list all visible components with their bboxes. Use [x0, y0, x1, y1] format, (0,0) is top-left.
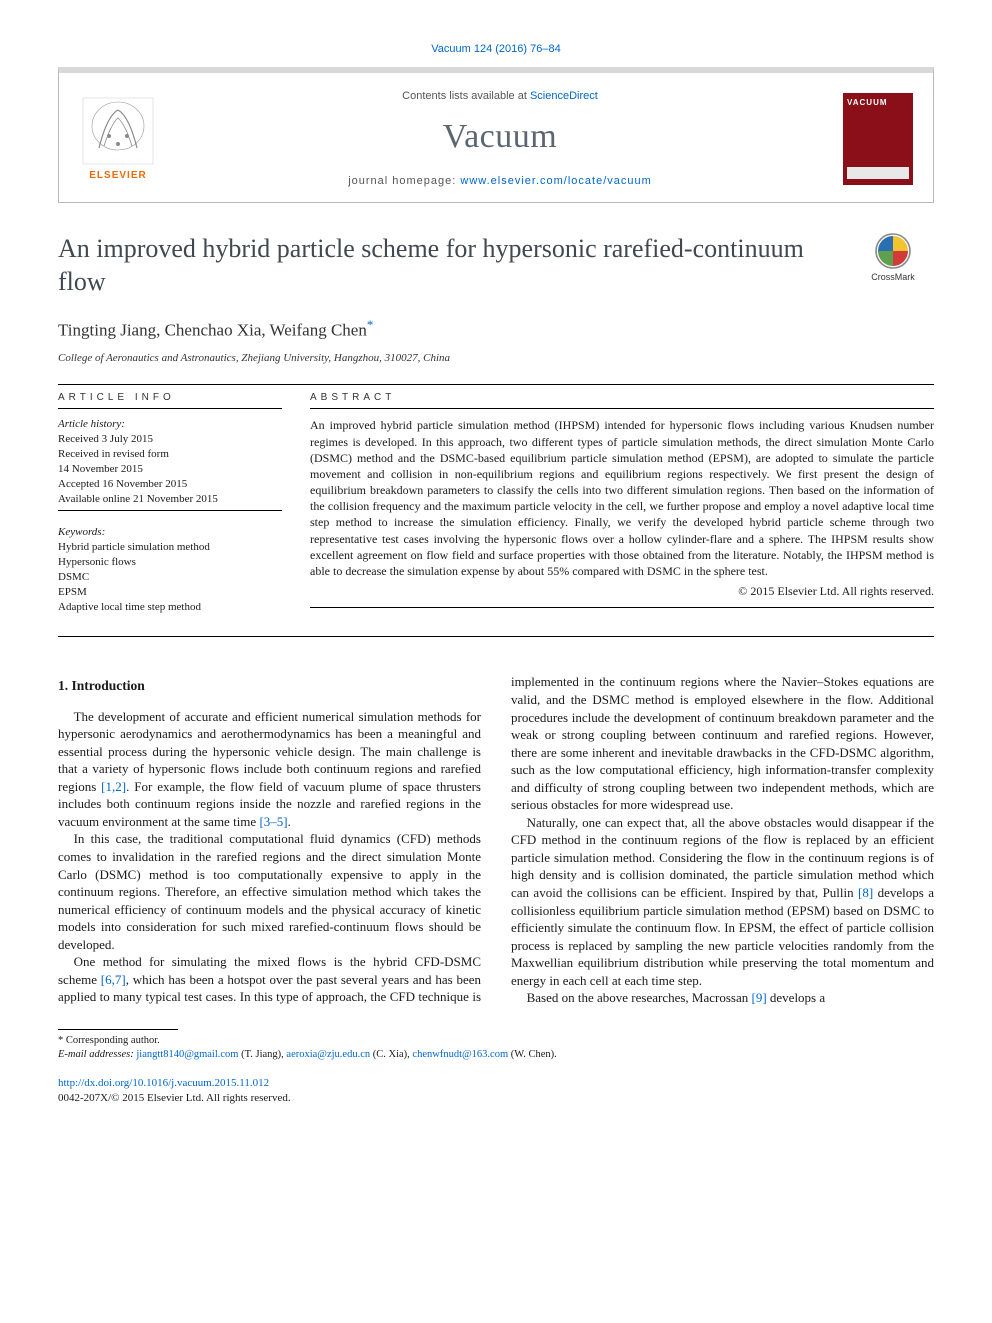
rights-line: 0042-207X/© 2015 Elsevier Ltd. All right…: [58, 1091, 934, 1106]
citation-link[interactable]: [6,7]: [101, 972, 126, 987]
top-divider: [58, 384, 934, 385]
elsevier-logo: ELSEVIER: [79, 96, 157, 182]
mid-divider: [58, 636, 934, 637]
citation-link[interactable]: [3–5]: [259, 814, 287, 829]
header-citation: Vacuum 124 (2016) 76–84: [58, 42, 934, 57]
abstract-copyright: © 2015 Elsevier Ltd. All rights reserved…: [310, 583, 934, 599]
journal-cover-thumbnail: VACUUM: [843, 93, 913, 185]
crossmark-icon: [875, 233, 911, 269]
body-paragraph: Based on the above researches, Macrossan…: [511, 989, 934, 1007]
sciencedirect-link[interactable]: ScienceDirect: [530, 90, 598, 102]
keywords-label: Keywords:: [58, 525, 282, 540]
history-label: Article history:: [58, 417, 282, 432]
abstract-label: ABSTRACT: [310, 391, 934, 405]
journal-homepage-line: journal homepage: www.elsevier.com/locat…: [157, 174, 843, 189]
journal-name: Vacuum: [157, 114, 843, 160]
author-email-link[interactable]: jiangtt8140@gmail.com: [136, 1049, 238, 1060]
section-heading: 1. Introduction: [58, 677, 481, 695]
footer-block: * Corresponding author. E-mail addresses…: [58, 1029, 934, 1106]
keyword: Adaptive local time step method: [58, 600, 282, 615]
history-online: Available online 21 November 2015: [58, 492, 282, 507]
crossmark-badge[interactable]: CrossMark: [852, 233, 934, 283]
citation-link[interactable]: [8]: [858, 885, 873, 900]
article-info-column: ARTICLE INFO Article history: Received 3…: [58, 391, 282, 617]
email-addresses: E-mail addresses: jiangtt8140@gmail.com …: [58, 1048, 934, 1062]
journal-header: ELSEVIER Contents lists available at Sci…: [58, 67, 934, 204]
authors-line: Tingting Jiang, Chenchao Xia, Weifang Ch…: [58, 316, 934, 343]
history-accepted: Accepted 16 November 2015: [58, 477, 282, 492]
history-revised-2: 14 November 2015: [58, 462, 282, 477]
author-email-link[interactable]: chenwfnudt@163.com: [412, 1049, 508, 1060]
keyword: DSMC: [58, 570, 282, 585]
citation-link[interactable]: [9]: [751, 990, 766, 1005]
history-revised-1: Received in revised form: [58, 447, 282, 462]
author-email-link[interactable]: aeroxia@zju.edu.cn: [286, 1049, 370, 1060]
body-paragraph: Naturally, one can expect that, all the …: [511, 814, 934, 989]
contents-available-line: Contents lists available at ScienceDirec…: [157, 89, 843, 104]
history-received: Received 3 July 2015: [58, 432, 282, 447]
abstract-text: An improved hybrid particle simulation m…: [310, 417, 934, 579]
affiliation: College of Aeronautics and Astronautics,…: [58, 351, 934, 366]
body-paragraph: The development of accurate and efficien…: [58, 708, 481, 831]
keyword: EPSM: [58, 585, 282, 600]
journal-homepage-link[interactable]: www.elsevier.com/locate/vacuum: [460, 175, 651, 187]
article-info-label: ARTICLE INFO: [58, 391, 282, 405]
article-body: 1. Introduction The development of accur…: [58, 673, 934, 1006]
citation-link[interactable]: [1,2]: [101, 779, 126, 794]
abstract-column: ABSTRACT An improved hybrid particle sim…: [310, 391, 934, 617]
doi-link[interactable]: http://dx.doi.org/10.1016/j.vacuum.2015.…: [58, 1077, 269, 1089]
crossmark-label: CrossMark: [871, 272, 915, 282]
keyword: Hypersonic flows: [58, 555, 282, 570]
article-title: An improved hybrid particle scheme for h…: [58, 233, 832, 298]
body-paragraph: In this case, the traditional computatio…: [58, 830, 481, 953]
keyword: Hybrid particle simulation method: [58, 540, 282, 555]
elsevier-wordmark: ELSEVIER: [89, 170, 146, 181]
corresponding-author-note: * Corresponding author.: [58, 1034, 934, 1048]
corresponding-mark: *: [367, 317, 374, 332]
